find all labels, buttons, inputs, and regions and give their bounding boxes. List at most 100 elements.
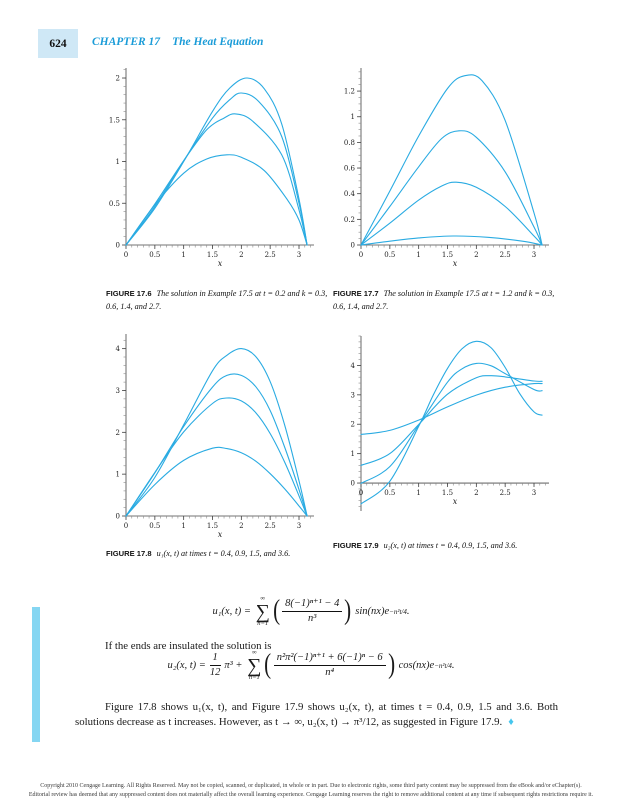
insulated-intro-text: If the ends are insulated the solution i…	[105, 640, 272, 652]
svg-text:3: 3	[532, 251, 536, 259]
svg-text:1: 1	[181, 522, 185, 530]
svg-text:0: 0	[351, 242, 355, 250]
figure-17-6-chart: 0 0.5 1 1.5 2 2.5 3 0 0.5 1 1.5 2 x	[109, 68, 314, 268]
svg-text:2: 2	[239, 251, 243, 259]
right-paren: )	[344, 595, 352, 627]
svg-text:2: 2	[474, 489, 478, 497]
svg-text:2: 2	[116, 429, 120, 437]
svg-text:1: 1	[416, 489, 420, 497]
chapter-title: The Heat Equation	[172, 36, 264, 48]
eq2-lhs: u₂(x, t) =	[167, 660, 209, 671]
svg-text:1: 1	[416, 251, 420, 259]
figure-17-6-caption: FIGURE 17.6 The solution in Example 17.5 …	[106, 288, 332, 313]
page-number-box: 624	[38, 29, 78, 58]
svg-text:2.5: 2.5	[500, 489, 511, 497]
copyright-footer: Copyright 2010 Cengage Learning. All Rig…	[28, 782, 594, 800]
svg-text:1: 1	[116, 158, 120, 166]
running-head: CHAPTER 17 The Heat Equation	[92, 36, 263, 48]
svg-text:3: 3	[116, 387, 120, 395]
svg-text:1: 1	[351, 450, 355, 458]
svg-text:1.5: 1.5	[109, 116, 120, 124]
figure-17-8-caption: FIGURE 17.8 u₁(x, t) at times t = 0.4, 0.…	[106, 548, 332, 561]
svg-text:2.5: 2.5	[265, 522, 276, 530]
svg-text:0: 0	[124, 251, 128, 259]
svg-text:0.5: 0.5	[149, 522, 160, 530]
svg-text:0: 0	[116, 513, 120, 521]
svg-text:2: 2	[474, 251, 478, 259]
figure-17-6-caption-text: The solution in Example 17.5 at t = 0.2 …	[106, 289, 328, 311]
svg-text:1: 1	[351, 113, 355, 121]
svg-text:1: 1	[181, 251, 185, 259]
eq2-fraction: n²π²(−1)ⁿ⁺¹ + 6(−1)ⁿ − 6 n⁴	[273, 652, 386, 679]
section-marker-bar	[32, 607, 40, 742]
figure-17-9-chart: 0 0.5 1 1.5 2 2.5 3 0 1 2 3 4 x	[351, 335, 549, 511]
left-paren: (	[273, 595, 281, 627]
figure-17-8-label: FIGURE 17.8	[106, 549, 152, 558]
svg-text:2: 2	[116, 75, 120, 83]
svg-text:1.5: 1.5	[442, 489, 453, 497]
summation-symbol: ∞ ∑ n=1	[247, 649, 262, 681]
svg-text:0.5: 0.5	[149, 251, 160, 259]
svg-text:2: 2	[239, 522, 243, 530]
figure-17-9-caption: FIGURE 17.9 u₂(x, t) at times t = 0.4, 0.…	[333, 540, 571, 553]
example-end-diamond-icon: ♦	[508, 716, 514, 729]
figure-17-7-caption-text: The solution in Example 17.5 at t = 1.2 …	[333, 289, 555, 311]
figure-17-9-caption-text: u₂(x, t) at times t = 0.4, 0.9, 1.5, and…	[383, 541, 518, 550]
right-paren: )	[387, 649, 395, 681]
svg-text:4: 4	[351, 362, 356, 370]
figure-17-7-label: FIGURE 17.7	[333, 289, 379, 298]
svg-text:3: 3	[297, 522, 301, 530]
figure-17-6-label: FIGURE 17.6	[106, 289, 152, 298]
copyright-line-2: Editorial review has deemed that any sup…	[28, 792, 594, 799]
svg-text:x: x	[218, 259, 223, 268]
svg-text:1.5: 1.5	[207, 522, 218, 530]
body-paragraph: Figure 17.8 shows u₁(x, t), and Figure 1…	[75, 700, 558, 731]
svg-text:0.5: 0.5	[384, 489, 395, 497]
eq2-constant-fraction: 1 12	[209, 651, 221, 678]
svg-text:0: 0	[116, 242, 120, 250]
eq1-lhs: u₁(x, t) =	[212, 606, 254, 617]
copyright-line-1: Copyright 2010 Cengage Learning. All Rig…	[40, 783, 582, 789]
svg-text:0: 0	[359, 489, 363, 497]
eq1-trig: sin(nx)e	[352, 606, 390, 617]
page-number: 624	[49, 37, 67, 50]
svg-text:1.5: 1.5	[442, 251, 453, 259]
svg-text:0.2: 0.2	[344, 216, 355, 224]
svg-text:0.8: 0.8	[344, 139, 355, 147]
svg-text:3: 3	[297, 251, 301, 259]
figure-17-8-chart: 0 0.5 1 1.5 2 2.5 3 0 1 2 3 4 x	[116, 334, 314, 539]
svg-text:2.5: 2.5	[265, 251, 276, 259]
svg-text:4: 4	[116, 345, 121, 353]
figure-17-7-caption: FIGURE 17.7 The solution in Example 17.5 …	[333, 288, 563, 313]
svg-text:0.6: 0.6	[344, 165, 356, 173]
summation-symbol: ∞ ∑ n=1	[255, 595, 270, 627]
svg-text:1: 1	[116, 471, 120, 479]
svg-text:1.2: 1.2	[344, 88, 355, 96]
svg-text:0.5: 0.5	[109, 200, 120, 208]
eq1-fraction: 8(−1)ⁿ⁺¹ − 4 n³	[282, 598, 343, 625]
svg-text:0.4: 0.4	[344, 190, 356, 198]
svg-text:x: x	[453, 497, 458, 506]
svg-text:0: 0	[359, 251, 363, 259]
eq2-pi-term: π³ +	[221, 660, 246, 671]
svg-text:x: x	[453, 259, 458, 268]
svg-text:1.5: 1.5	[207, 251, 218, 259]
svg-text:3: 3	[351, 391, 355, 399]
figure-17-7-chart: 0 0.5 1 1.5 2 2.5 3 0 0.2 0.4 0.6 0.8 1 1.2 x	[344, 68, 549, 268]
svg-text:x: x	[218, 530, 223, 539]
svg-text:2: 2	[351, 421, 355, 429]
eq2-trig: cos(nx)e	[396, 660, 435, 671]
svg-text:3: 3	[532, 489, 536, 497]
equation-u2: u₂(x, t) = 1 12 π³ + ∞ ∑ n=1 ( n²π²(−1)ⁿ…	[167, 649, 455, 681]
body-paragraph-text: Figure 17.8 shows u₁(x, t), and Figure 1…	[75, 701, 558, 729]
equation-u1: u₁(x, t) = ∞ ∑ n=1 ( 8(−1)ⁿ⁺¹ − 4 n³ ) s…	[212, 595, 410, 627]
chapter-label: CHAPTER 17	[92, 36, 161, 48]
svg-text:0.5: 0.5	[384, 251, 395, 259]
svg-text:0: 0	[351, 480, 355, 488]
figure-17-9-label: FIGURE 17.9	[333, 541, 379, 550]
svg-text:2.5: 2.5	[500, 251, 511, 259]
left-paren: (	[264, 649, 272, 681]
svg-text:0: 0	[124, 522, 128, 530]
figure-17-8-caption-text: u₁(x, t) at times t = 0.4, 0.9, 1.5, and…	[156, 549, 291, 558]
